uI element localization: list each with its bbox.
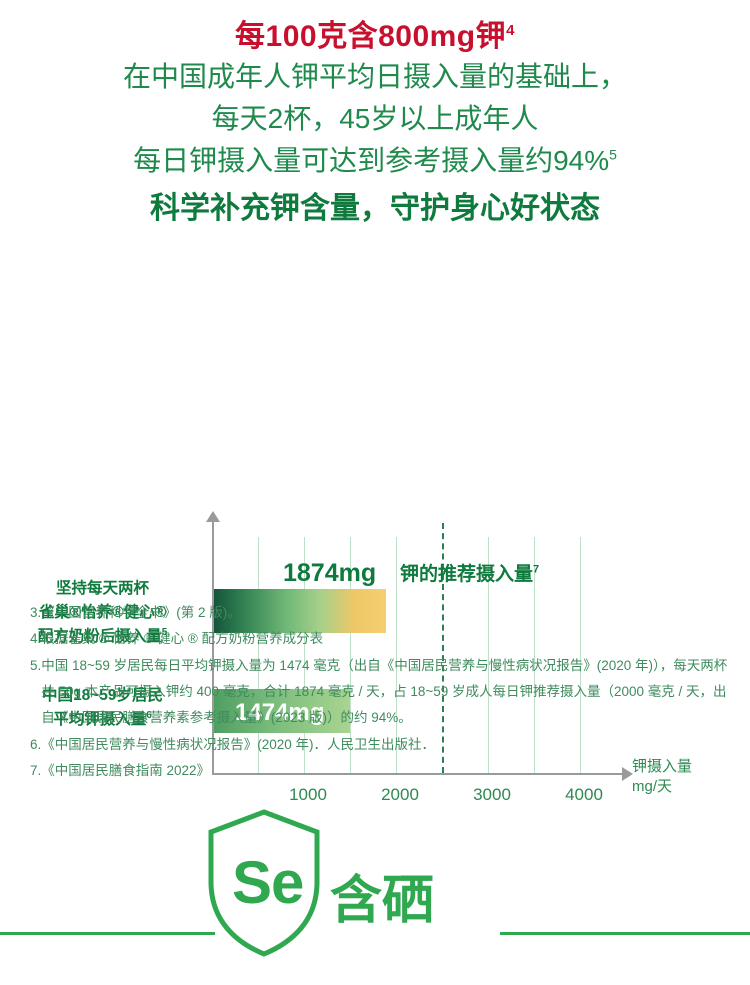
headline-line-1: 每100克含800mg钾4 [0,18,750,56]
chart-gridline [488,536,489,773]
chart-category-label-average: 中国18~59岁居民 平均钾摄入量6 [15,684,190,732]
footnote-item: 6. 《中国居民营养与慢性病状况报告》(2020 年)．人民卫生出版社． [30,732,730,758]
headline-line-5: 科学补充钾含量，守护身心好状态 [150,191,600,225]
headline-line-3: 每天2杯，45岁以上成年人 [211,102,539,134]
chart-xtick-4000: 4000 [565,784,603,804]
chart-xtick-1000: 1000 [289,784,327,804]
chart-category-label-nestle-line3: 配方奶粉后摄入量5 [15,625,190,649]
selenium-label: 含硒 [330,872,435,930]
shield-icon [208,809,320,957]
chart-gridline [396,536,397,773]
bar-nestle-total-intake [214,588,386,633]
chart-recommended-reference-line [442,522,444,773]
chart-category-label-nestle: 坚持每天两杯 雀巢®怡养®健心® 配方奶粉后摄入量5 [15,577,190,649]
potassium-intake-chart: 1874mg 1474mg 坚持每天两杯 雀巢®怡养®健心® 配方奶粉后摄入量5… [0,237,750,804]
bar-average-intake-value: 1474mg [235,698,325,726]
chart-gridline [350,536,351,773]
chart-category-label-average-line2: 平均钾摄入量6 [15,708,190,732]
footnote-text: 根据雀巢 ® 怡养 ® 健心 ® 配方奶粉营养成分表 [41,631,324,647]
chart-category-label-nestle-line3-text: 配方奶粉后摄入量 [37,627,162,645]
footnote-text: 《中国营养科学全书》(第 2 版)。 [41,605,241,620]
chart-category-label-nestle-line2: 雀巢®怡养®健心® [38,603,167,621]
chart-recommended-annotation-footnote-marker: 7 [533,563,540,576]
divider-line-left [0,932,215,935]
chart-xtick-2000: 2000 [381,784,419,804]
headline-line-4-text: 每日钾摄入量可达到参考摄入量约94% [133,144,610,176]
footnote-text: 《中国居民膳食指南 2022》 [41,762,211,778]
chart-y-axis-arrow [206,510,220,522]
chart-gridline [534,536,535,773]
footnote-item: 7. 《中国居民膳食指南 2022》 [30,758,730,784]
chart-recommended-annotation: 钾的推荐摄入量7 [400,559,539,586]
footnote-index: 5. [30,657,42,673]
headline-line-4-footnote-marker: 5 [609,146,617,163]
footnote-item: 3. 《中国营养科学全书》(第 2 版)。 [30,600,730,626]
chart-category-label-average-footnote-marker: 6 [146,709,152,721]
footnote-index: 4. [30,631,42,647]
footnote-index: 6. [30,736,42,752]
headline-block: 每100克含800mg钾4 在中国成年人钾平均日摄入量的基础上， 每天2杯，45… [0,0,750,231]
divider-line-right [500,932,750,935]
chart-recommended-annotation-text: 钾的推荐摄入量 [400,563,534,585]
selenium-symbol: Se [232,849,304,916]
footnote-item: 4. 根据雀巢 ® 怡养 ® 健心 ® 配方奶粉营养成分表 [30,626,730,652]
chart-category-label-nestle-line1: 坚持每天两杯 [55,579,149,597]
chart-x-axis-title-line2: mg/天 [632,777,673,795]
chart-category-label-average-line1: 中国18~59岁居民 [41,686,164,704]
chart-xtick-3000: 3000 [473,784,511,804]
headline-line-4: 每日钾摄入量可达到参考摄入量约94%5 [0,140,750,182]
selenium-badge-section: Se 含硒 [0,800,750,985]
headline-line-2: 在中国成年人钾平均日摄入量的基础上， [122,60,627,92]
footnote-item: 5. 中国 18~59 岁居民每日平均钾摄入量为 1474 毫克（出自《中国居民… [30,653,730,732]
chart-y-axis [212,518,214,774]
chart-x-axis [212,772,624,775]
footnote-index: 7. [30,762,42,778]
headline-line-1-text: 每100克含800mg钾 [235,20,507,53]
footnotes-list: 3. 《中国营养科学全书》(第 2 版)。 4. 根据雀巢 ® 怡养 ® 健心 … [30,600,730,784]
chart-x-axis-title: 钾摄入量 mg/天 [632,757,692,798]
chart-x-axis-title-line1: 钾摄入量 [632,757,693,775]
chart-category-label-average-line2-text: 平均钾摄入量 [53,710,147,728]
chart-x-axis-arrow [622,766,633,781]
footnote-text: 中国 18~59 岁居民每日平均钾摄入量为 1474 毫克（出自《中国居民营养与… [41,657,728,726]
chart-category-label-nestle-footnote-marker: 5 [161,626,168,638]
headline-line-1-footnote-marker: 4 [506,22,515,39]
chart-gridline [580,536,581,773]
chart-gridline [304,536,305,773]
chart-gridline [258,536,259,773]
footnote-index: 3. [30,605,42,620]
bar-nestle-total-intake-value: 1874mg [283,558,377,587]
footnote-text: 《中国居民营养与慢性病状况报告》(2020 年)．人民卫生出版社． [41,736,436,752]
bar-average-intake [214,688,350,733]
